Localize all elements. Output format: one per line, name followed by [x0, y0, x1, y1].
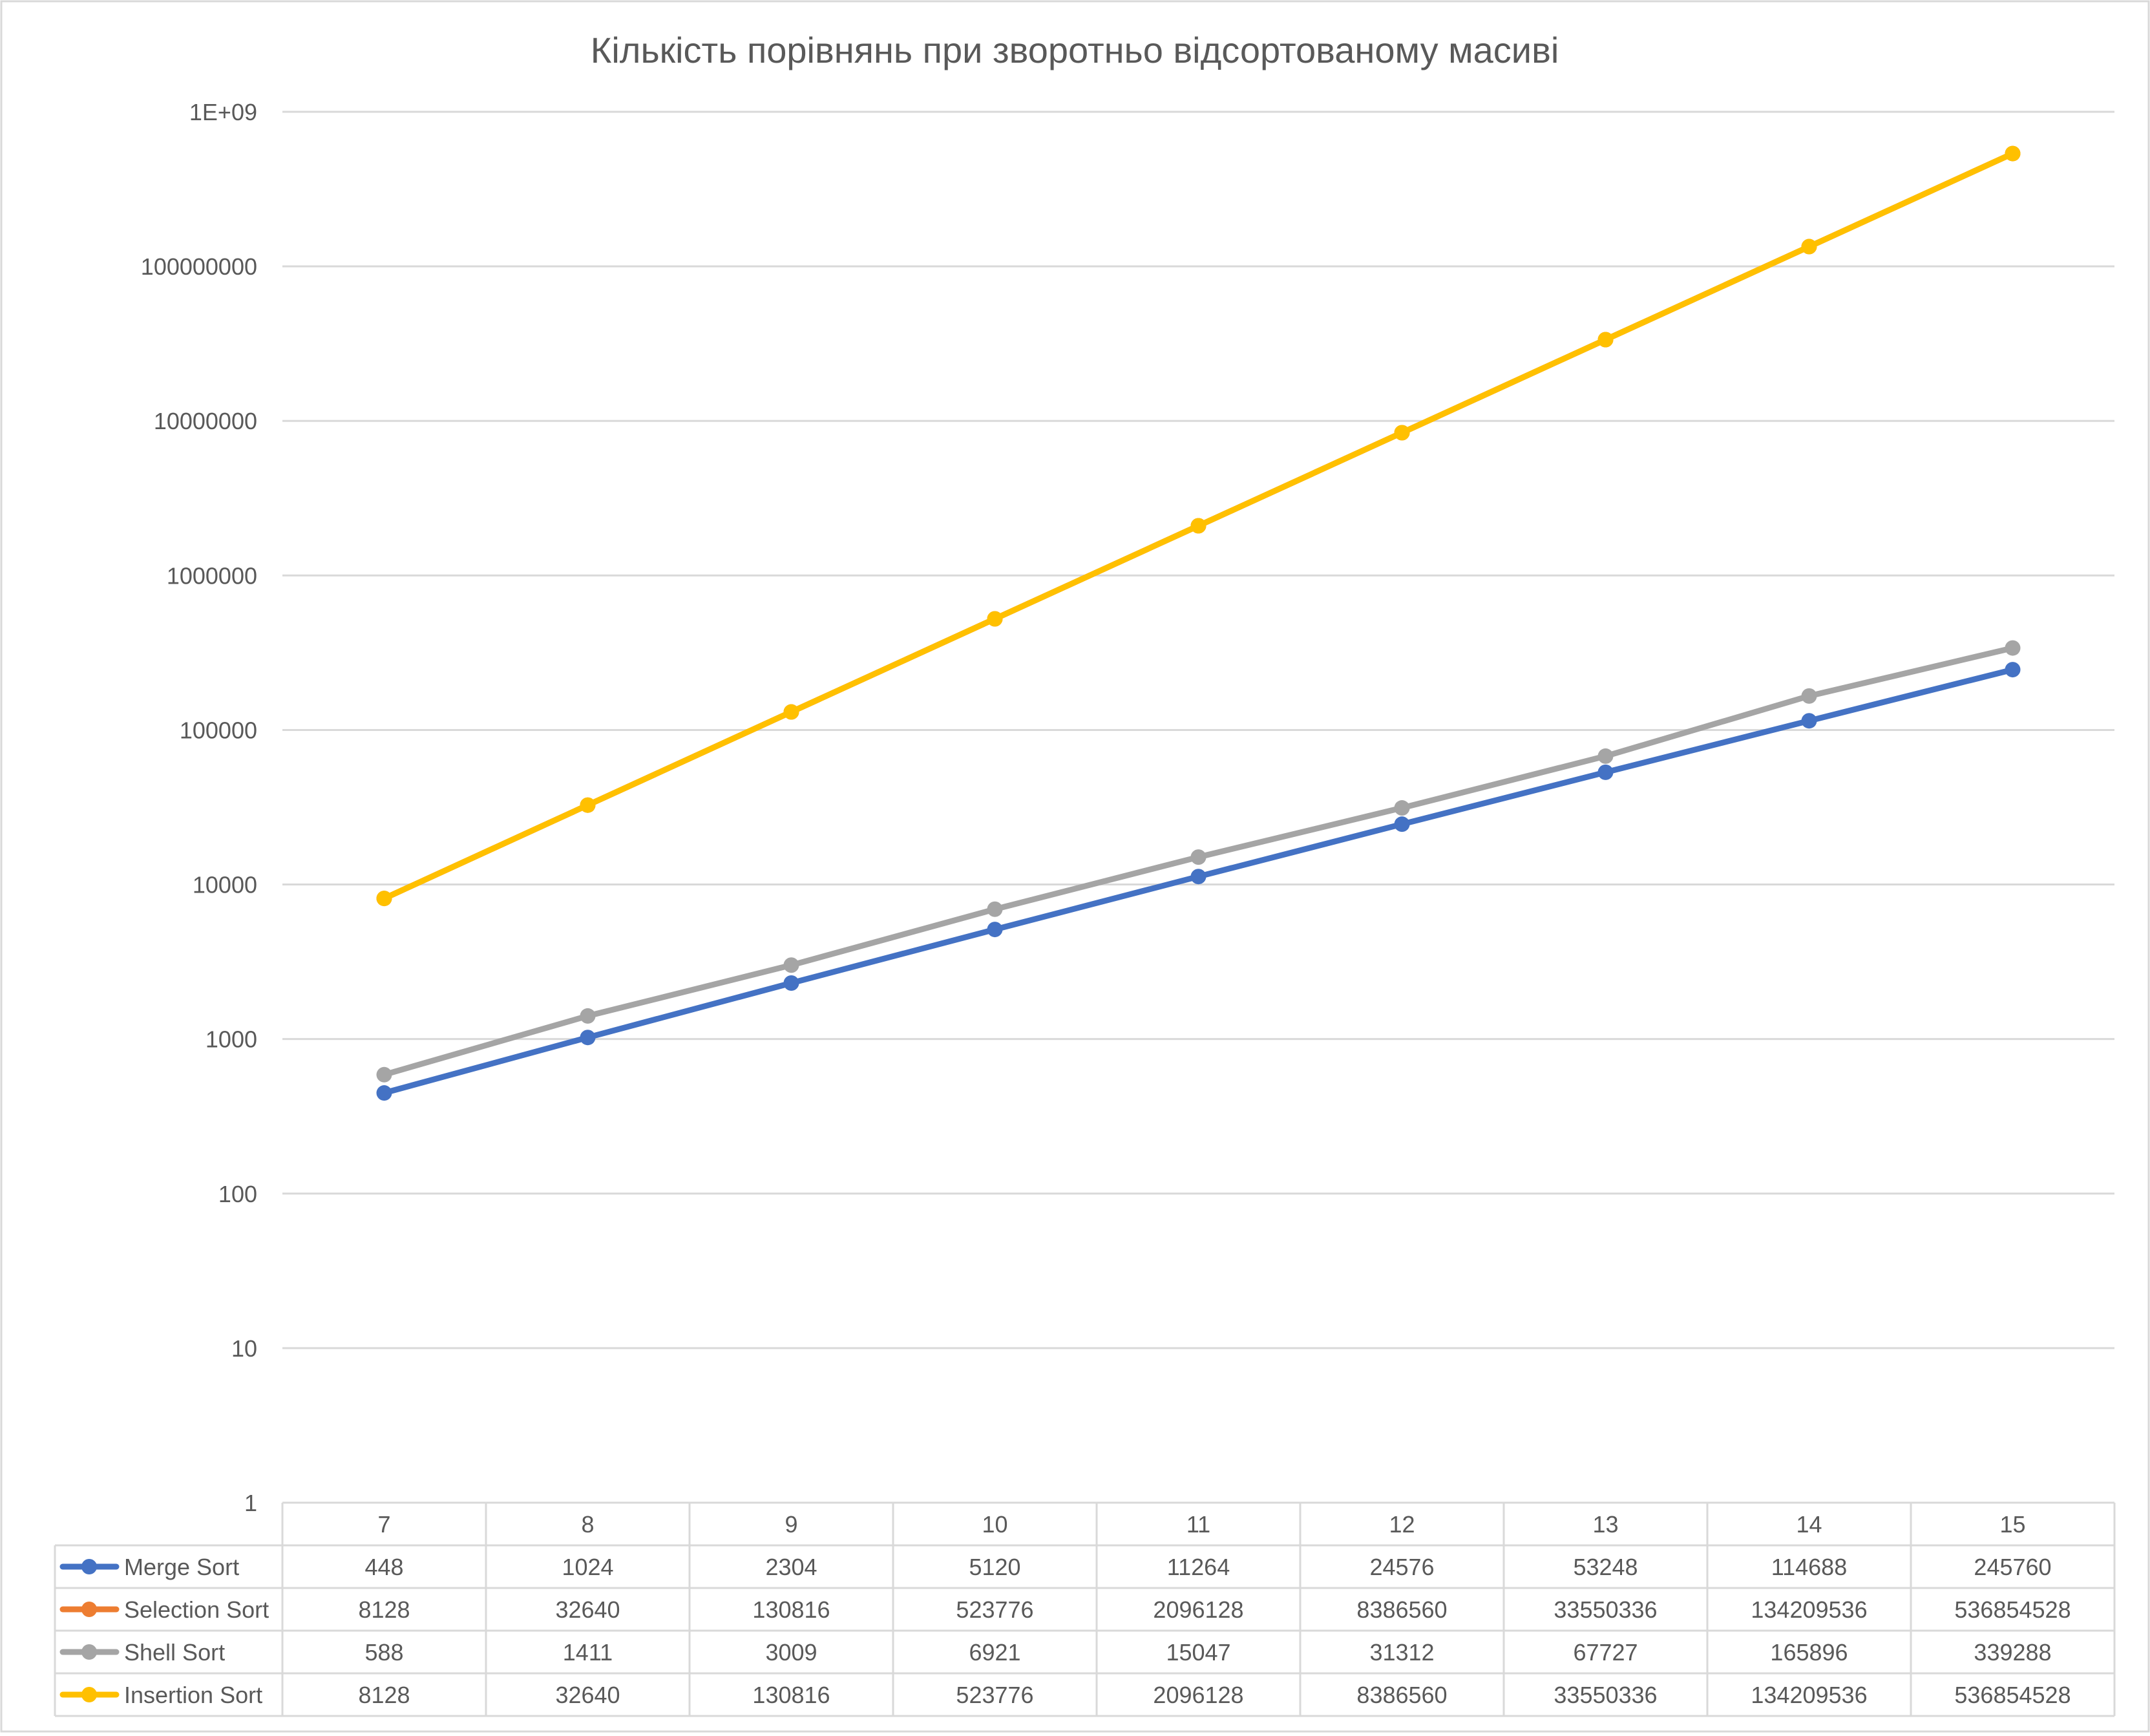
table-cell-value: 8386560 — [1356, 1596, 1447, 1623]
data-point — [783, 704, 799, 720]
table-cell-value: 2096128 — [1153, 1682, 1243, 1708]
table-cell-value: 67727 — [1573, 1639, 1638, 1666]
data-point — [1801, 688, 1817, 704]
y-tick-label: 100000000 — [141, 253, 257, 280]
y-axis-tick-labels: 1 10 100 1000 10000 100000 1000000 10000000 1000… — [141, 99, 257, 1516]
table-cell-value: 24576 — [1369, 1554, 1434, 1580]
data-point — [987, 901, 1003, 917]
table-cell-value: 8386560 — [1356, 1682, 1447, 1708]
table-cell-value: 33550336 — [1554, 1596, 1657, 1623]
table-cell-value: 523776 — [956, 1682, 1033, 1708]
table-cell-value: 114688 — [1771, 1554, 1847, 1580]
table-cell-value: 32640 — [555, 1682, 620, 1708]
data-point — [1190, 518, 1207, 534]
data-point — [1190, 869, 1207, 885]
table-cell-value: 2304 — [765, 1554, 817, 1580]
data-point — [376, 1085, 392, 1101]
table-cell-value: 523776 — [956, 1596, 1033, 1623]
table-cell-value: 32640 — [555, 1596, 620, 1623]
x-tick-label: 13 — [1592, 1511, 1618, 1538]
y-tick-label: 1 — [244, 1490, 257, 1516]
table-cell-value: 15047 — [1166, 1639, 1230, 1666]
x-tick-label: 9 — [785, 1511, 797, 1538]
data-point — [580, 1008, 596, 1024]
table-cell-value: 536854528 — [1954, 1682, 2071, 1708]
data-point — [1801, 238, 1817, 255]
table-cell-value: 6921 — [969, 1639, 1020, 1666]
legend-label: Merge Sort — [124, 1554, 239, 1580]
data-point — [1394, 425, 1410, 441]
x-tick-label: 11 — [1186, 1511, 1210, 1538]
y-tick-label: 100000 — [180, 717, 257, 743]
y-tick-label: 10 — [231, 1335, 257, 1362]
table-cell-value: 588 — [364, 1639, 403, 1666]
legend-key-marker — [81, 1687, 97, 1702]
legend-label: Shell Sort — [124, 1639, 225, 1666]
x-tick-label: 15 — [1999, 1511, 2025, 1538]
y-tick-label: 1000000 — [167, 562, 257, 589]
data-point — [1597, 332, 1614, 348]
data-point — [376, 891, 392, 907]
data-point — [987, 922, 1003, 938]
table-cell-value: 339288 — [1974, 1639, 2051, 1666]
table-cell-value: 1024 — [562, 1554, 613, 1580]
table-cell-value: 130816 — [752, 1596, 830, 1623]
table-cell-value: 130816 — [752, 1682, 830, 1708]
table-cell-value: 11264 — [1167, 1554, 1230, 1580]
y-tick-label: 1000 — [206, 1026, 257, 1053]
data-point — [2005, 640, 2021, 656]
x-tick-label: 8 — [581, 1511, 594, 1538]
data-point — [1394, 816, 1410, 832]
legend-key-marker — [81, 1559, 97, 1574]
table-cell-value: 1411 — [563, 1639, 613, 1666]
y-tick-label: 100 — [218, 1181, 257, 1207]
data-point — [1597, 764, 1614, 780]
data-point — [1394, 800, 1410, 816]
y-tick-label: 1E+09 — [189, 99, 257, 125]
table-cell-value: 53248 — [1573, 1554, 1638, 1580]
table-cell-value: 5120 — [969, 1554, 1020, 1580]
legend-label: Selection Sort — [124, 1596, 269, 1623]
x-tick-label: 12 — [1389, 1511, 1415, 1538]
table-cell-value: 3009 — [765, 1639, 817, 1666]
legend-label: Insertion Sort — [124, 1682, 262, 1708]
data-point — [987, 611, 1003, 627]
data-point — [580, 1030, 596, 1046]
data-point — [376, 1066, 392, 1083]
table-cell-value: 8128 — [358, 1682, 410, 1708]
legend-key-marker — [81, 1602, 97, 1617]
data-point — [1801, 713, 1817, 729]
data-point — [580, 797, 596, 813]
x-tick-label: 14 — [1796, 1511, 1822, 1538]
x-tick-label: 7 — [377, 1511, 390, 1538]
data-point — [783, 957, 799, 973]
table-cell-value: 31312 — [1369, 1639, 1434, 1666]
x-tick-label: 10 — [982, 1511, 1007, 1538]
table-cell-value: 8128 — [358, 1596, 410, 1623]
table-cell-value: 245760 — [1974, 1554, 2051, 1580]
chart-title: Кількість порівнянь при зворотньо відсор… — [591, 30, 1559, 70]
data-point — [2005, 662, 2021, 678]
data-point — [1597, 748, 1614, 764]
data-point — [2005, 145, 2021, 162]
legend-key-marker — [81, 1644, 97, 1660]
y-tick-label: 10000000 — [154, 408, 257, 434]
data-table: 7 8 9 10 11 12 13 14 15 Merge Sort 448 1024 2304 5120… — [54, 1501, 2116, 1717]
table-cell-value: 134209536 — [1751, 1682, 1867, 1708]
series-lines — [376, 145, 2021, 1101]
table-cell-value: 33550336 — [1554, 1682, 1657, 1708]
y-tick-label: 10000 — [193, 872, 257, 898]
table-cell-value: 165896 — [1770, 1639, 1848, 1666]
table-cell-value: 448 — [364, 1554, 403, 1580]
table-cell-value: 2096128 — [1153, 1596, 1243, 1623]
table-cell-value: 536854528 — [1954, 1596, 2071, 1623]
table-cell-value: 134209536 — [1751, 1596, 1867, 1623]
data-point — [1190, 849, 1207, 865]
data-point — [783, 975, 799, 991]
